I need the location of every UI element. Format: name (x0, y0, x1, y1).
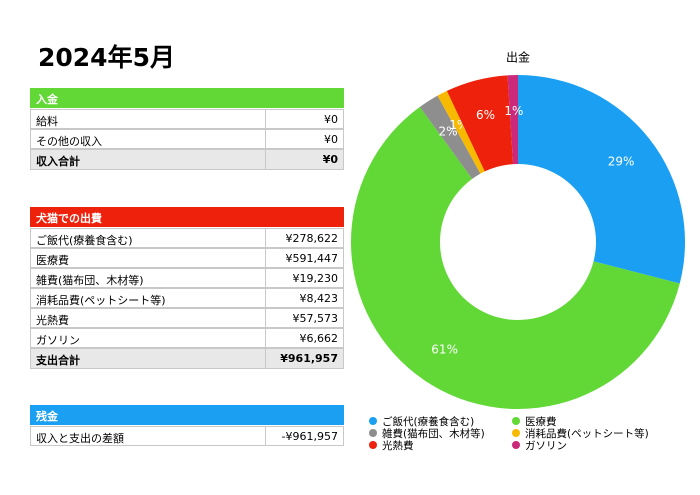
donut-segment (518, 75, 686, 284)
legend-label: 医療費 (525, 415, 557, 428)
donut-segment (446, 75, 514, 172)
row-value: ¥57,573 (265, 308, 344, 328)
donut-segment (507, 75, 518, 165)
legend-swatch (369, 417, 377, 425)
row-value: ¥591,447 (265, 248, 344, 268)
data-label: 6% (476, 108, 495, 122)
row-label: 給料 (30, 109, 266, 129)
legend-label: 消耗品費(ペットシート等) (525, 427, 649, 440)
data-label: 29% (608, 155, 635, 169)
chart-title: 出金 (506, 50, 530, 65)
legend-label: ご飯代(療養食含む) (382, 415, 474, 428)
table-header: 残金 (30, 405, 344, 425)
data-label: 2% (439, 124, 458, 138)
row-label: 収入と支出の差額 (30, 426, 266, 446)
legend-swatch (369, 429, 377, 437)
data-label: 61% (431, 342, 458, 356)
total-value: ¥961,957 (265, 348, 344, 369)
row-label: 雑費(猫布団、木材等) (30, 268, 266, 288)
row-value: -¥961,957 (265, 426, 344, 446)
total-label: 収入合計 (30, 149, 266, 170)
legend-swatch (369, 441, 377, 449)
row-value: ¥8,423 (265, 288, 344, 308)
donut-segment (351, 106, 680, 410)
legend-label: ガソリン (525, 440, 567, 452)
table-header: 入金 (30, 88, 344, 108)
row-label: 光熱費 (30, 308, 266, 328)
donut-segment (419, 95, 481, 179)
total-label: 支出合計 (30, 348, 266, 369)
row-value: ¥19,230 (265, 268, 344, 288)
row-label: その他の収入 (30, 129, 266, 149)
row-label: ガソリン (30, 328, 266, 348)
row-label: 医療費 (30, 248, 266, 268)
legend-swatch (512, 417, 520, 425)
row-value: ¥0 (265, 129, 344, 149)
table-header: 犬猫での出費 (30, 207, 344, 227)
legend-label: 雑費(猫布団、木材等) (382, 427, 485, 440)
legend-label: 光熱費 (382, 439, 414, 452)
row-value: ¥278,622 (265, 228, 344, 248)
legend-swatch (512, 441, 520, 449)
legend-swatch (512, 429, 520, 437)
row-label: ご飯代(療養食含む) (30, 228, 266, 248)
total-value: ¥0 (265, 149, 344, 170)
row-value: ¥6,662 (265, 328, 344, 348)
donut-segment (437, 90, 485, 174)
row-value: ¥0 (265, 109, 344, 129)
page-title: 2024年5月 (38, 43, 175, 72)
data-label: 1% (504, 104, 523, 118)
row-label: 消耗品費(ペットシート等) (30, 288, 266, 308)
